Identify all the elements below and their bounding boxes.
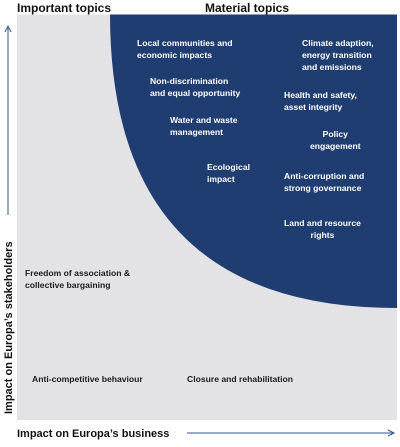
topic-non-discrimination: Non-discrimination and equal opportunity	[150, 76, 241, 98]
x-axis-label: Impact on Europa’s business	[17, 428, 170, 440]
x-axis-arrow	[187, 429, 396, 437]
important-topics-heading: Important topics	[17, 1, 112, 15]
topic-closure: Closure and rehabilitation	[187, 374, 294, 384]
topic-climate: Climate adaption, energy transition and em…	[302, 38, 374, 72]
topic-land-rights: Land and resource rights	[284, 218, 361, 240]
topic-water-waste: Water and waste management	[170, 115, 238, 137]
topic-anti-competitive: Anti-competitive behaviour	[32, 374, 143, 384]
topic-health-safety: Health and safety, asset integrity	[284, 90, 357, 112]
topic-policy: Policy engagement	[310, 129, 361, 151]
material-topics-heading: Material topics	[205, 1, 290, 15]
y-axis-arrow	[4, 24, 12, 215]
topic-local-communities: Local communities and economic impacts	[137, 38, 233, 60]
topic-ecological-impact: Ecological impact	[207, 162, 250, 184]
y-axis-label: Impact on Europa’s stakeholders	[3, 241, 15, 414]
material-region	[110, 14, 397, 308]
topic-freedom-association: Freedom of association & collective barga…	[25, 268, 131, 290]
topic-anti-corruption: Anti-corruption and strong governance	[284, 171, 365, 193]
